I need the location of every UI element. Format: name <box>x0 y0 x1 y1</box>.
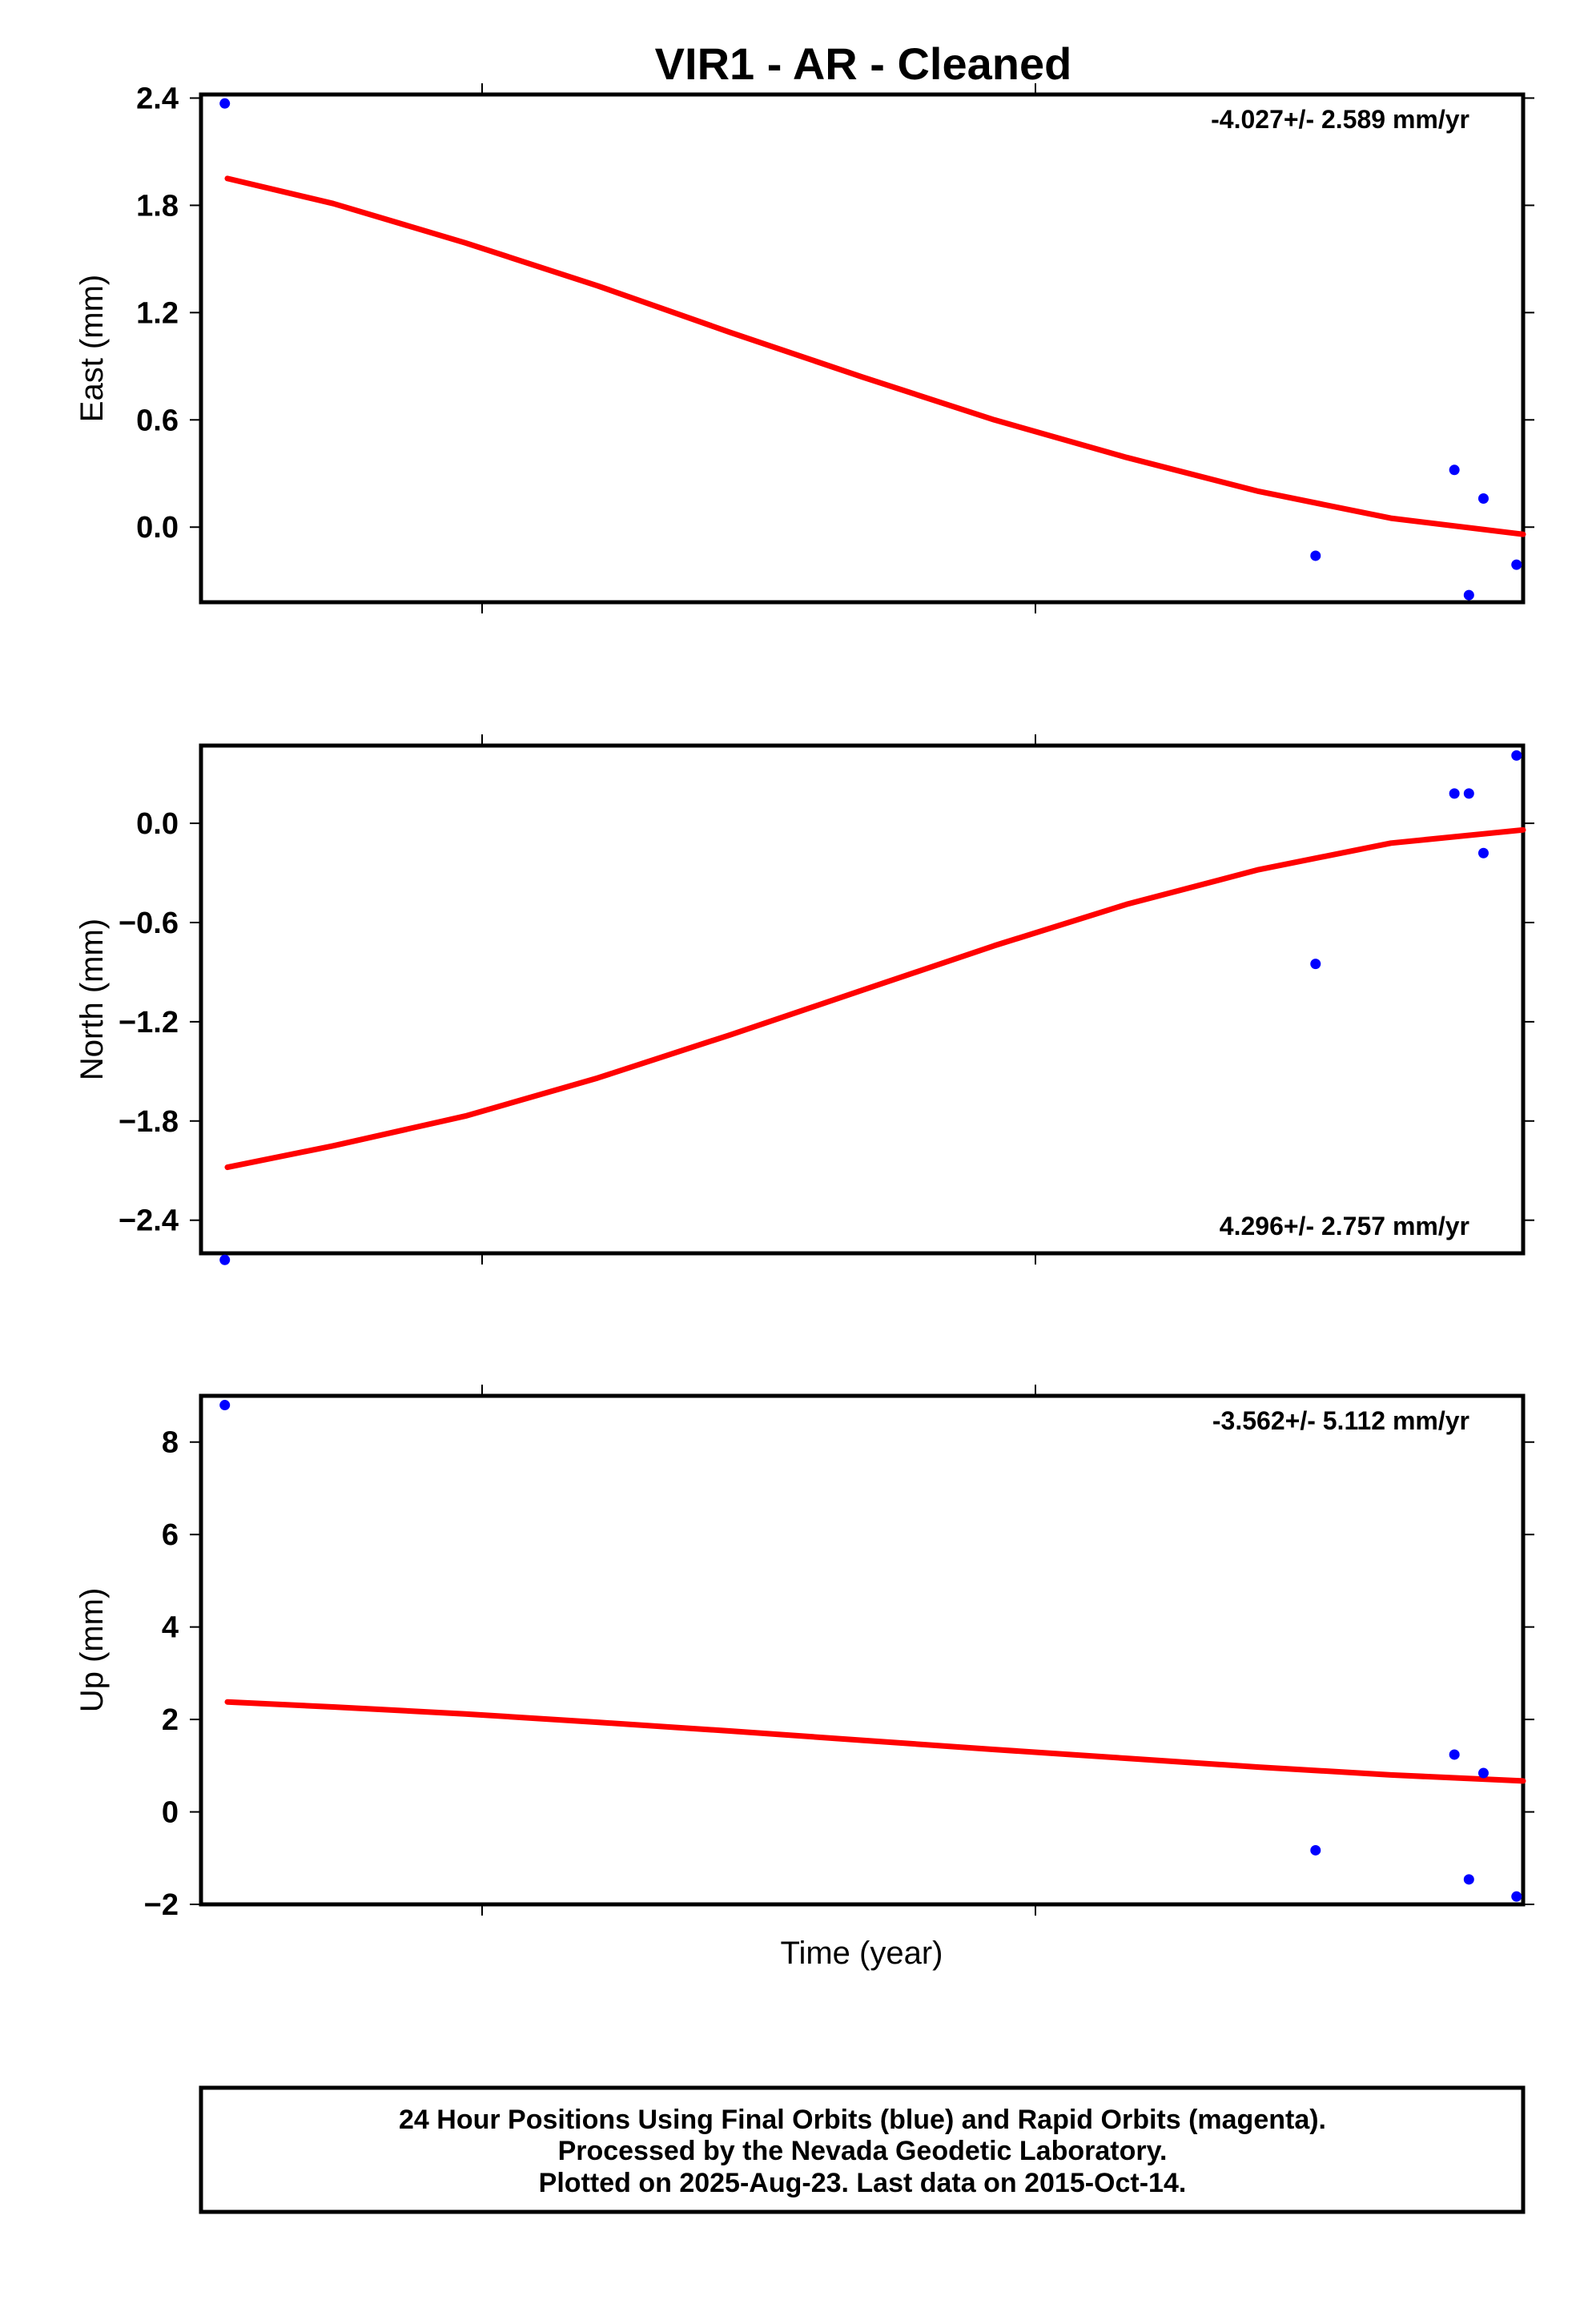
east-ytick-label: 1.8 <box>136 189 179 223</box>
panel-north: 0.0 −0.6 −1.2 −1.8 −2.4 North (mm) 4.296+/- 2.… <box>74 734 1534 1265</box>
footer-line-2: Processed by the Nevada Geodetic Laborat… <box>558 2136 1168 2166</box>
up-y-axis-label: Up (mm) <box>74 1588 110 1713</box>
east-ytick-label: 0.6 <box>136 404 179 437</box>
east-y-axis-label: East (mm) <box>74 275 110 422</box>
up-frame <box>199 1393 1526 1907</box>
east-data-point <box>1477 493 1489 505</box>
east-rate-label: -4.027+/- 2.589 mm/yr <box>1211 105 1469 134</box>
north-data-point <box>1477 847 1489 858</box>
east-fit-line <box>224 175 1526 537</box>
up-data-point <box>219 1400 231 1411</box>
up-ytick-label: 2 <box>162 1703 179 1737</box>
north-data-point <box>1463 788 1474 799</box>
up-ytick-label: −2 <box>144 1888 179 1922</box>
north-ytick-label: −2.4 <box>119 1204 179 1238</box>
up-data-point <box>1463 1874 1474 1885</box>
east-data-point <box>219 98 231 109</box>
north-ytick-label: −1.2 <box>119 1006 179 1039</box>
footer-line-3: Plotted on 2025-Aug-23. Last data on 201… <box>539 2168 1187 2198</box>
north-y-axis-label: North (mm) <box>74 919 110 1080</box>
north-data-point <box>1511 750 1522 761</box>
panel-east: 2.4 1.8 1.2 0.6 0.0 East (mm) -4.027+/- 2.589 … <box>74 82 1534 613</box>
footer-line-1: 24 Hour Positions Using Final Orbits (bl… <box>399 2105 1326 2135</box>
north-fit-line <box>224 826 1526 1171</box>
east-ytick-label: 0.0 <box>136 511 179 545</box>
east-ytick-label: 2.4 <box>136 82 179 115</box>
up-ytick-label: 4 <box>162 1611 179 1645</box>
up-data-point <box>1310 1844 1321 1856</box>
up-fit-line <box>224 1699 1526 1784</box>
up-ytick-label: 8 <box>162 1426 179 1460</box>
chart-title: VIR1 - AR - Cleaned <box>655 38 1072 89</box>
east-data-point <box>1449 464 1460 476</box>
east-data-point <box>1310 550 1321 561</box>
x-axis-label: Time (year) <box>781 1936 943 1971</box>
north-ytick-label: −1.8 <box>119 1105 179 1139</box>
up-data-point <box>1477 1767 1489 1779</box>
up-ytick-label: 6 <box>162 1518 179 1552</box>
north-ytick-label: 0.0 <box>136 807 179 841</box>
north-rate-label: 4.296+/- 2.757 mm/yr <box>1220 1212 1469 1240</box>
east-data-point <box>1511 559 1522 570</box>
up-rate-label: -3.562+/- 5.112 mm/yr <box>1212 1406 1469 1435</box>
north-data-point <box>219 1254 231 1265</box>
east-ytick-label: 1.2 <box>136 296 179 330</box>
footer-box: 24 Hour Positions Using Final Orbits (bl… <box>199 2085 1526 2214</box>
north-ytick-label: −0.6 <box>119 907 179 940</box>
up-data-point <box>1511 1891 1522 1902</box>
panel-up: 8 6 4 2 0 −2 Up (mm) -3.562+/- 5.112 mm/yr <box>74 1385 1534 1922</box>
up-data-point <box>1449 1749 1460 1760</box>
east-frame <box>199 92 1526 605</box>
up-ytick-label: 0 <box>162 1796 179 1830</box>
north-frame <box>199 743 1526 1256</box>
north-data-point <box>1449 788 1460 799</box>
east-data-point <box>1463 589 1474 601</box>
north-data-point <box>1310 959 1321 970</box>
